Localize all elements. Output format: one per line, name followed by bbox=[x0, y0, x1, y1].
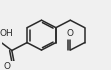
Text: O: O bbox=[4, 62, 11, 70]
Text: O: O bbox=[67, 29, 74, 38]
Text: OH: OH bbox=[0, 29, 13, 38]
